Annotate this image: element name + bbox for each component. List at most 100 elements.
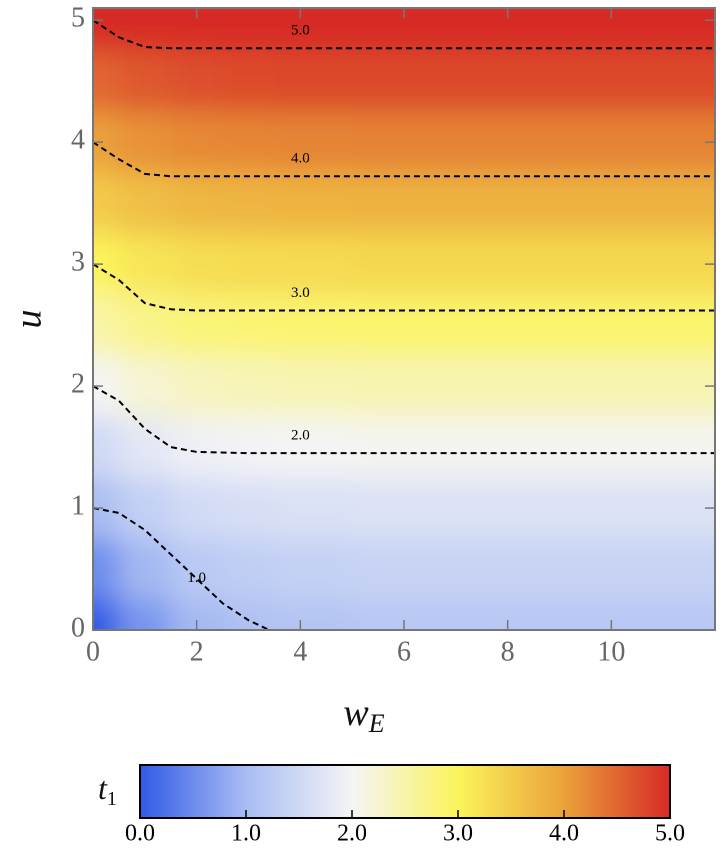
heat-cell xyxy=(170,416,224,479)
heat-cell xyxy=(170,355,224,418)
contour-label: 2.0 xyxy=(291,428,310,444)
heat-cell xyxy=(93,50,120,113)
heat-cell xyxy=(222,172,275,235)
x-axis-title-sub: E xyxy=(368,709,385,738)
heat-cell xyxy=(274,8,353,52)
heat-cell xyxy=(222,477,275,540)
contour-line xyxy=(93,141,715,178)
contour-label: 1.0 xyxy=(187,570,206,586)
heat-cell xyxy=(93,111,120,174)
colorbar-title-main: t xyxy=(98,770,108,806)
colorbar-tick-label: 4.0 xyxy=(549,821,579,847)
colorbar-tick-label: 3.0 xyxy=(443,821,473,847)
heat-cell xyxy=(455,538,612,601)
heat-cell xyxy=(611,172,715,235)
contour-line xyxy=(93,263,715,312)
heat-cell xyxy=(222,50,275,113)
colorbar-tick-label: 1.0 xyxy=(231,821,261,847)
heat-cell xyxy=(455,50,612,113)
x-axis-title: wE xyxy=(343,692,384,738)
heat-cell xyxy=(611,111,715,174)
heat-cell xyxy=(352,355,457,418)
contour-line xyxy=(93,19,715,50)
heat-cell xyxy=(118,599,172,630)
heat-cell xyxy=(611,50,715,113)
heat-cell xyxy=(93,8,120,52)
heat-cell xyxy=(611,294,715,357)
heat-cell xyxy=(611,355,715,418)
heat-cell xyxy=(170,538,224,601)
x-tick-label: 4 xyxy=(293,636,307,667)
heatmap xyxy=(93,8,715,630)
colorbar-tick-label: 2.0 xyxy=(337,821,367,847)
heat-cell xyxy=(352,477,457,540)
x-axis-title-main: w xyxy=(343,692,369,734)
heat-cell xyxy=(352,294,457,357)
heat-cell xyxy=(274,111,353,174)
y-tick-label: 3 xyxy=(71,247,85,278)
heat-cell xyxy=(118,50,172,113)
axes: 0 2 4 6 8 10 0 1 2 3 4 5 xyxy=(71,3,715,667)
heat-cell xyxy=(455,355,612,418)
heat-cell xyxy=(352,416,457,479)
y-tick-label: 1 xyxy=(71,490,85,521)
heat-cell xyxy=(222,355,275,418)
heat-cell xyxy=(93,599,120,630)
heat-cell xyxy=(93,172,120,235)
heat-cell xyxy=(274,538,353,601)
heat-cell xyxy=(93,294,120,357)
y-axis-title: u xyxy=(8,310,50,329)
heat-cell xyxy=(93,355,120,418)
heat-cell xyxy=(93,538,120,601)
heat-cell xyxy=(222,599,275,630)
heat-cell xyxy=(170,477,224,540)
contour-label: 3.0 xyxy=(291,285,310,301)
contour-label: 4.0 xyxy=(291,151,310,167)
heat-cell xyxy=(118,416,172,479)
heat-cell xyxy=(455,172,612,235)
heat-cell xyxy=(352,538,457,601)
colorbar-tick-label: 0.0 xyxy=(125,821,155,847)
heat-cell xyxy=(455,111,612,174)
heat-cell xyxy=(118,233,172,296)
contour-line xyxy=(93,507,270,630)
heat-cell xyxy=(274,416,353,479)
heat-cell xyxy=(274,599,353,630)
heat-cell xyxy=(274,355,353,418)
heat-cell xyxy=(118,111,172,174)
y-tick-label: 2 xyxy=(71,369,85,400)
heat-cell xyxy=(93,416,120,479)
heat-cell xyxy=(274,50,353,113)
x-tick-label: 10 xyxy=(597,636,625,667)
heat-cell xyxy=(222,294,275,357)
y-tick-label: 5 xyxy=(71,3,85,34)
heat-cell xyxy=(170,172,224,235)
x-tick-label: 2 xyxy=(190,636,204,667)
heat-cell xyxy=(118,172,172,235)
heat-cell xyxy=(93,477,120,540)
contours xyxy=(93,19,715,630)
heat-cell xyxy=(222,8,275,52)
x-tick-label: 6 xyxy=(397,636,411,667)
heat-cell xyxy=(455,8,612,52)
heat-cell xyxy=(455,477,612,540)
heat-cell xyxy=(352,50,457,113)
heat-cell xyxy=(118,355,172,418)
heat-cell xyxy=(611,599,715,630)
heat-cell xyxy=(118,8,172,52)
heat-cell xyxy=(93,233,120,296)
heat-cell xyxy=(352,172,457,235)
heat-cell xyxy=(455,294,612,357)
heat-cell xyxy=(352,233,457,296)
heat-cell xyxy=(611,233,715,296)
y-tick-label: 0 xyxy=(71,612,85,643)
heat-cell xyxy=(222,233,275,296)
heat-cell xyxy=(611,416,715,479)
heat-cell xyxy=(455,599,612,630)
colorbar xyxy=(139,764,671,819)
heat-cell xyxy=(222,416,275,479)
heat-cell xyxy=(222,538,275,601)
colorbar-ticks: 0.0 1.0 2.0 3.0 4.0 5.0 xyxy=(125,810,685,847)
heat-cell xyxy=(118,538,172,601)
y-tick-label: 4 xyxy=(71,125,85,156)
